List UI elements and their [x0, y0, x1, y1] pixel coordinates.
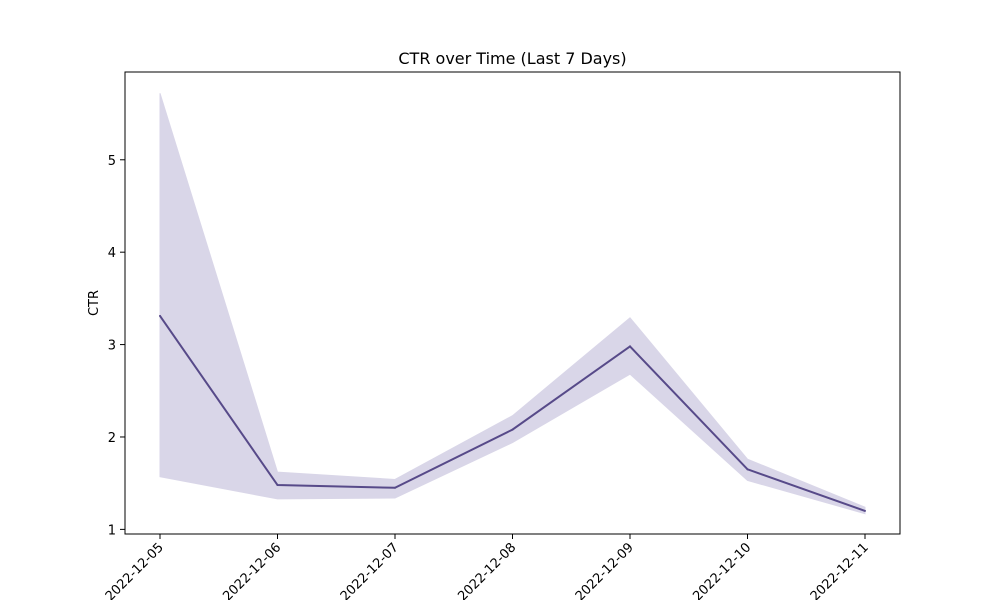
data-point — [511, 428, 514, 431]
x-axis: 2022-12-05 2022-12-06 2022-12-07 2022-12-08… — [103, 534, 872, 600]
x-tick-label: 2022-12-10 — [690, 540, 754, 600]
chart-title: CTR over Time (Last 7 Days) — [398, 49, 626, 68]
series-line-layer — [159, 314, 866, 512]
y-tick-label: 1 — [108, 523, 116, 538]
y-axis: 1 2 3 4 5 — [108, 154, 125, 538]
confidence-band — [159, 93, 866, 515]
data-point — [394, 486, 396, 489]
y-tick-label: 5 — [108, 154, 116, 169]
data-point — [159, 314, 161, 317]
y-tick-label: 3 — [108, 339, 116, 354]
x-tick-label: 2022-12-08 — [455, 540, 519, 600]
y-tick-label: 2 — [108, 431, 116, 446]
data-point — [746, 468, 749, 471]
data-point — [629, 345, 631, 348]
x-tick-label: 2022-12-09 — [573, 540, 637, 600]
data-point — [276, 484, 279, 487]
x-tick-label: 2022-12-06 — [220, 540, 284, 600]
x-tick-label: 2022-12-07 — [338, 540, 402, 600]
y-tick-label: 4 — [108, 246, 116, 261]
x-tick-label: 2022-12-05 — [103, 540, 167, 600]
x-tick-label: 2022-12-11 — [808, 540, 872, 600]
confidence-band-layer — [159, 93, 866, 515]
data-point — [864, 509, 866, 512]
y-axis-label: CTR — [87, 290, 102, 316]
